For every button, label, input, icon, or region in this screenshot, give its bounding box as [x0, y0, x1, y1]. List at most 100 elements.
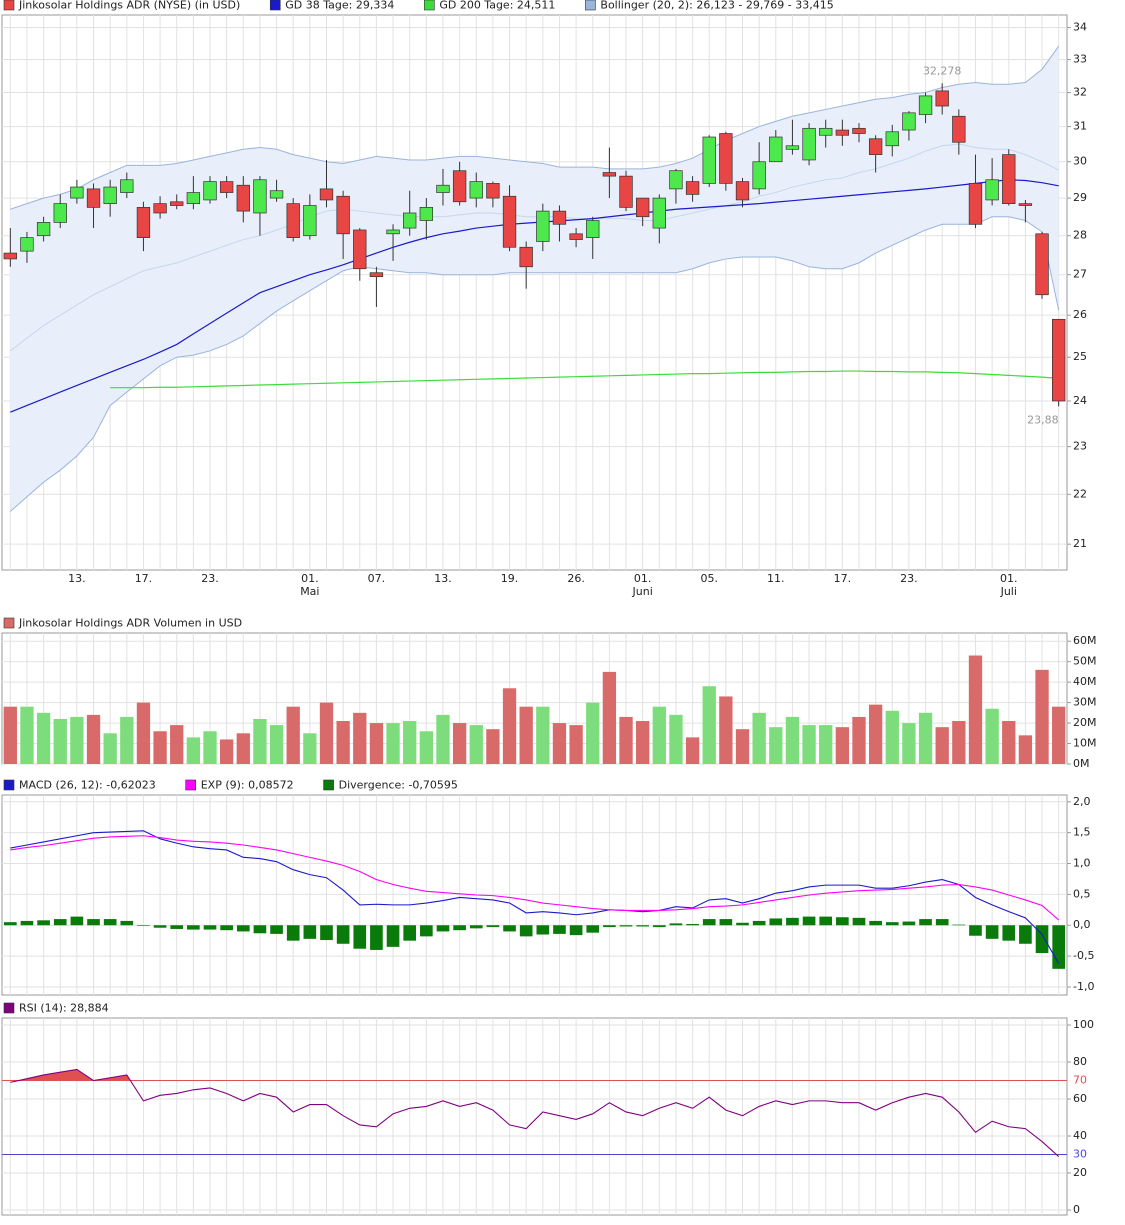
candle-body	[236, 184, 250, 212]
volume-bar	[519, 706, 533, 764]
candle-body	[336, 195, 350, 235]
volume-bar	[885, 710, 899, 764]
candle-body	[286, 203, 300, 238]
x-tick-label: 01. Juli	[1000, 572, 1018, 598]
y-tick-label: 0,0	[1073, 918, 1091, 931]
y-tick-label: 28	[1073, 229, 1087, 242]
legend-label: GD 200 Tage: 24,511	[439, 0, 555, 12]
candle-body	[569, 233, 583, 240]
volume-bar	[219, 739, 234, 764]
legend-swatch	[3, 779, 15, 791]
volume-bar	[785, 716, 800, 764]
volume-bar	[868, 704, 883, 764]
moving-average	[10, 179, 1059, 413]
volume-bar	[120, 716, 134, 764]
divergence-bar	[736, 922, 749, 926]
legend-swatch	[585, 0, 596, 11]
x-tick-label: 17.	[833, 572, 852, 585]
volume-bar	[103, 733, 117, 764]
divergence-bar	[286, 925, 300, 941]
x-tick-label: 01. Mai	[300, 572, 320, 598]
divergence-bar	[636, 925, 649, 927]
divergence-bar	[403, 925, 417, 941]
volume-bar	[552, 723, 567, 764]
bollinger-area	[10, 46, 1059, 512]
divergence-bar	[3, 922, 17, 926]
y-tick-label: 0,5	[1073, 887, 1091, 900]
level-label: 70	[1073, 1074, 1087, 1087]
candle-body	[835, 129, 850, 136]
divergence-bar	[270, 925, 283, 934]
rsi-line	[10, 1068, 1060, 1157]
y-tick-label: 29	[1073, 191, 1087, 204]
volume-bar	[669, 714, 683, 764]
plot-frame	[1, 1017, 1068, 1216]
annotation: 23,88	[1027, 413, 1059, 426]
divergence-bar	[1002, 925, 1016, 941]
bollinger-lower	[9, 216, 1060, 512]
candle-body	[536, 210, 550, 242]
candle-body	[120, 179, 134, 193]
volume-bar	[968, 655, 983, 764]
divergence-bar	[469, 925, 483, 929]
candle-body	[1052, 318, 1066, 402]
volume-bar	[1035, 669, 1049, 764]
candle-body	[519, 246, 533, 268]
y-tick-label: 100	[1073, 1018, 1094, 1031]
y-tick-label: 31	[1073, 120, 1087, 133]
candle-body	[785, 145, 800, 150]
divergence-bar	[1052, 925, 1066, 969]
divergence-bar	[336, 925, 350, 944]
volume-bar	[569, 725, 583, 764]
divergence-bar	[919, 919, 932, 926]
y-tick-label: 27	[1073, 268, 1087, 281]
volume-bar	[403, 721, 417, 764]
x-tick-label: 19.	[500, 572, 519, 585]
volume-bar	[319, 702, 334, 764]
divergence-bar	[170, 925, 184, 929]
candle-body	[70, 186, 84, 199]
divergence-bar	[1019, 925, 1032, 944]
y-tick-label: 20	[1073, 1166, 1087, 1179]
volume-bar	[70, 716, 84, 764]
volume-bar	[452, 723, 467, 764]
volume-bar	[269, 725, 284, 764]
y-tick-label: 1,5	[1073, 826, 1091, 839]
candle-body	[1018, 203, 1033, 206]
volume-bar	[486, 729, 500, 764]
candle-body	[319, 188, 334, 201]
volume-bar	[536, 706, 550, 764]
candle-body	[635, 197, 650, 218]
divergence-bar	[203, 925, 217, 930]
volume-bar	[386, 723, 400, 764]
divergence-bar	[453, 925, 466, 931]
y-tick-label: 24	[1073, 394, 1087, 407]
candle-body	[902, 112, 916, 131]
legend-swatch	[269, 0, 281, 11]
volume-bar	[719, 696, 733, 764]
volume-bar	[1018, 735, 1033, 764]
x-tick-label: 01. Juni	[632, 572, 653, 598]
candle-body	[552, 210, 567, 225]
y-tick-label: 20M	[1073, 716, 1097, 729]
volume-bar	[186, 737, 201, 764]
candle-body	[752, 161, 766, 190]
x-tick-label: 07.	[367, 572, 386, 585]
candle-body	[103, 186, 117, 204]
candle-body	[935, 90, 949, 107]
volume-bar	[852, 716, 866, 764]
volume-bar	[136, 702, 151, 764]
legend-swatch	[323, 779, 334, 791]
volume-bar	[1002, 721, 1016, 764]
divergence-bar	[752, 920, 766, 926]
divergence-bar	[137, 925, 150, 926]
divergence-bar	[120, 920, 134, 926]
volume-bar	[619, 716, 633, 764]
candle-body	[1002, 154, 1016, 204]
volume-bar	[819, 725, 833, 764]
candle-body	[918, 95, 933, 115]
legend-label: EXP (9): 0,08572	[201, 779, 294, 792]
volume-bar	[369, 723, 384, 764]
legend-label: Bollinger (20, 2): 26,123 - 29,769 - 33,…	[600, 0, 833, 12]
volume-bar	[3, 706, 17, 764]
